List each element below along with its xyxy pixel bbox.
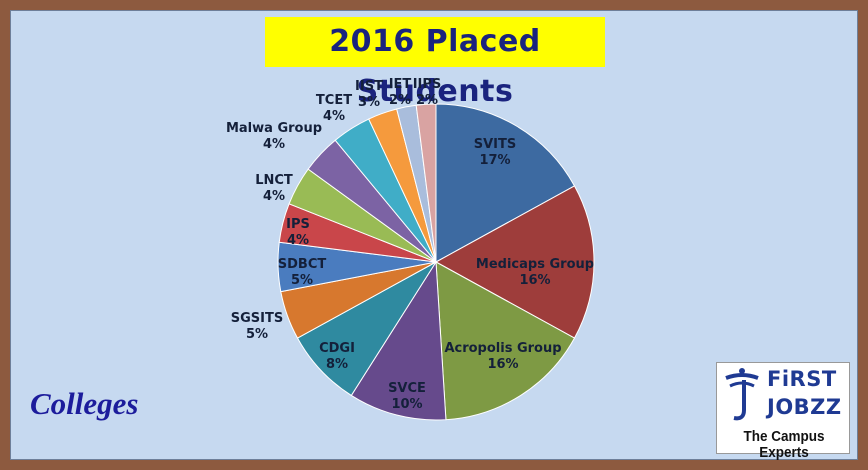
logo-text-jobzz: JOBZZ [767,395,842,419]
pie-label-iist: IIST 3% [355,79,383,110]
pie-label-acropolis-group: Acropolis Group 16% [444,341,561,372]
pie-label-lnct: LNCT 4% [255,173,293,204]
pie-label-sgsits: SGSITS 5% [231,311,283,342]
pie-label-sdbct: SDBCT 5% [278,257,327,288]
pie-labels: SVITS 17% Medicaps Group 16% Acropolis Group… [226,77,594,412]
pie-slice-iips [415,103,437,263]
logo-text-first: FiRST [767,367,837,391]
pie-label-svce: SVCE 10% [388,381,426,412]
pie-slice-medicaps-group [434,185,595,339]
pie-label-iips: IIPS 2% [413,77,442,108]
pie-label-malwa-group: Malwa Group 4% [226,121,322,152]
colleges-caption: Colleges [30,386,139,421]
chart-title: 2016 Placed Students [265,17,605,109]
pie-slice-acropolis-group [435,261,576,421]
pie-label-iet: IET 2% [389,77,412,108]
pie-label-svits: SVITS 17% [474,137,517,168]
pie-label-tcet: TCET 4% [316,93,352,124]
logo-figure-icon [720,366,764,424]
first-jobzz-logo: FiRST JOBZZ The Campus Experts [716,362,850,461]
pie-slices [277,103,595,421]
pie-slice-svce [350,260,447,421]
pie-label-ips: IPS 4% [286,217,310,248]
pie-slice-svits [435,103,576,263]
pie-label-cdgi: CDGI 8% [319,341,355,372]
pie-label-medicaps-group: Medicaps Group 16% [476,257,594,288]
logo-tagline: The Campus Experts [743,429,825,461]
